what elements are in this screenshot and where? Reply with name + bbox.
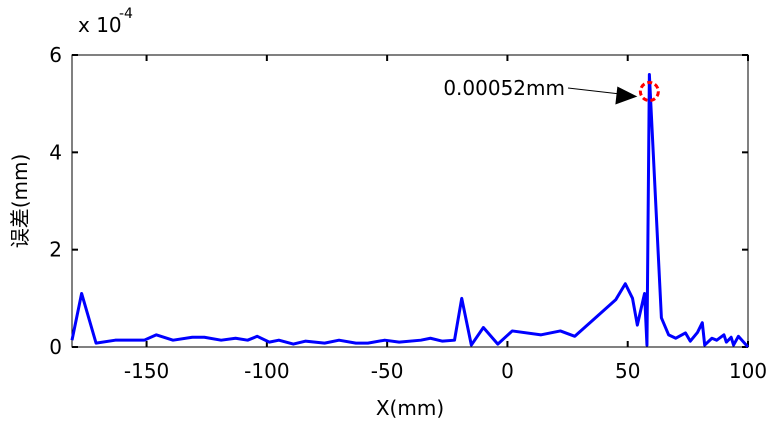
y-tick-label: 4 — [49, 140, 62, 164]
x-tick-label: -150 — [124, 359, 169, 383]
y-tick-label: 6 — [49, 43, 62, 67]
x-tick-label: -50 — [371, 359, 404, 383]
data-line — [70, 72, 750, 349]
y-multiplier: x 10 — [78, 13, 122, 37]
x-tick-label: 0 — [501, 359, 514, 383]
x-tick-label: 100 — [729, 359, 767, 383]
y-axis-label: 误差(mm) — [8, 154, 32, 249]
x-axis-label: X(mm) — [376, 396, 444, 420]
y-tick-label: 2 — [49, 238, 62, 262]
annotation-arrowhead — [615, 86, 638, 105]
x-tick-label: -100 — [244, 359, 289, 383]
x-tick-label: 50 — [615, 359, 640, 383]
y-multiplier-exponent: -4 — [119, 6, 133, 22]
y-tick-label: 0 — [49, 335, 62, 359]
annotation-circle — [638, 81, 660, 102]
annotation-text: 0.00052mm — [443, 76, 565, 100]
plot-frame — [71, 54, 749, 348]
